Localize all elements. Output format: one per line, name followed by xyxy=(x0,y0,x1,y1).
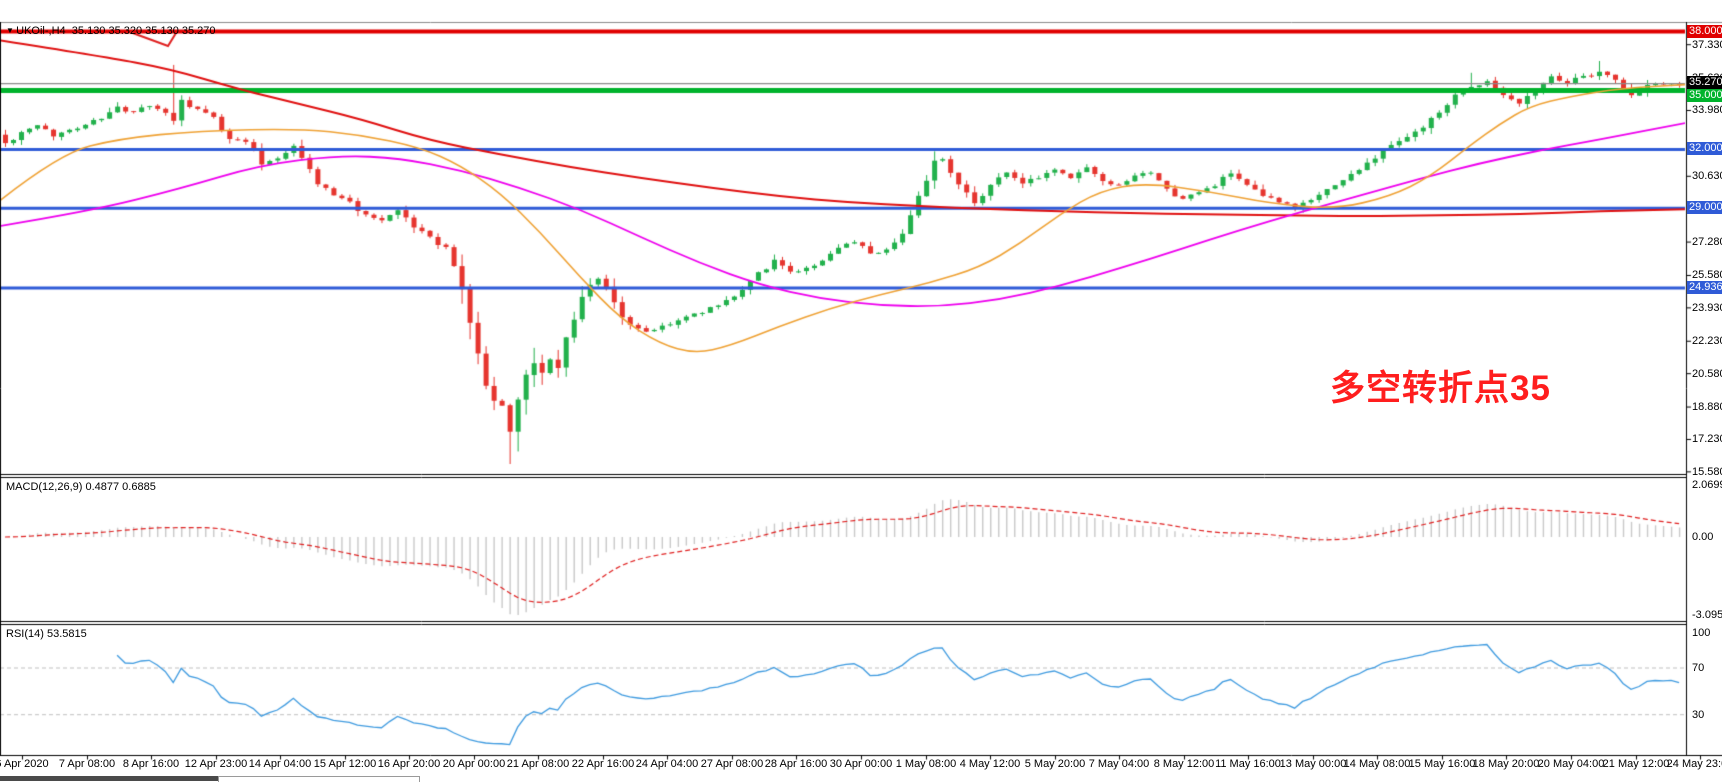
price-tick-22.230[interactable]: 22.230 xyxy=(1692,335,1722,348)
date-label-21[interactable]: 14 May 08:00 xyxy=(1343,758,1411,770)
symbol-dropdown-icon[interactable]: ▼ xyxy=(6,26,17,35)
date-label-15[interactable]: 4 May 12:00 xyxy=(959,758,1021,770)
date-label-25[interactable]: 21 May 12:00 xyxy=(1602,758,1670,770)
hline-price-tag-35.000: 35.000 xyxy=(1687,89,1722,103)
price-tick-33.980[interactable]: 33.980 xyxy=(1692,104,1722,117)
macd-axis-2.0699[interactable]: 2.0699 xyxy=(1692,478,1722,491)
h-scrollbar-thumb[interactable] xyxy=(0,776,218,781)
date-label-7[interactable]: 20 Apr 00:00 xyxy=(442,758,506,770)
price-tick-23.930[interactable]: 23.930 xyxy=(1692,301,1722,314)
macd-indicator-label: MACD(12,26,9) 0.4877 0.6885 xyxy=(6,481,156,493)
bid-price-tag: 35.270 xyxy=(1687,76,1722,90)
price-tick-25.580[interactable]: 25.580 xyxy=(1692,269,1722,282)
date-label-17[interactable]: 7 May 04:00 xyxy=(1088,758,1150,770)
price-tick-37.330[interactable]: 37.330 xyxy=(1692,38,1722,51)
rsi-axis-100[interactable]: 100 xyxy=(1692,627,1711,639)
chart-title: ▼ UKOil-,H4 35.130 35.320 35.130 35.270 xyxy=(6,25,216,37)
price-tick-20.580[interactable]: 20.580 xyxy=(1692,367,1722,380)
date-label-10[interactable]: 24 Apr 04:00 xyxy=(635,758,699,770)
date-label-19[interactable]: 11 May 16:00 xyxy=(1215,758,1281,770)
h-scrollbar-track[interactable] xyxy=(218,776,420,782)
price-tick-17.230[interactable]: 17.230 xyxy=(1692,433,1722,446)
date-label-18[interactable]: 8 May 12:00 xyxy=(1153,758,1215,770)
date-label-0[interactable]: 6 Apr 2020 xyxy=(0,758,49,770)
rsi-axis-30[interactable]: 30 xyxy=(1692,708,1705,721)
symbol-period-label: UKOil-,H4 xyxy=(16,25,66,37)
date-label-24[interactable]: 20 May 04:00 xyxy=(1537,758,1605,770)
date-label-13[interactable]: 30 Apr 00:00 xyxy=(829,758,893,770)
date-label-3[interactable]: 12 Apr 23:00 xyxy=(184,758,248,770)
date-label-6[interactable]: 16 Apr 20:00 xyxy=(377,758,441,770)
rsi-axis-70[interactable]: 70 xyxy=(1692,662,1705,674)
macd-axis-0.00[interactable]: 0.00 xyxy=(1692,531,1714,543)
date-label-16[interactable]: 5 May 20:00 xyxy=(1024,758,1086,770)
date-label-2[interactable]: 8 Apr 16:00 xyxy=(122,758,180,770)
hline-price-tag-24.936: 24.936 xyxy=(1687,281,1722,295)
date-label-4[interactable]: 14 Apr 04:00 xyxy=(248,758,312,770)
date-label-23[interactable]: 18 May 20:00 xyxy=(1472,758,1540,770)
date-label-12[interactable]: 28 Apr 16:00 xyxy=(764,758,828,770)
hline-price-tag-38.000: 38.000 xyxy=(1687,24,1722,38)
ohlc-values: 35.130 35.320 35.130 35.270 xyxy=(71,25,216,37)
date-label-8[interactable]: 21 Apr 08:00 xyxy=(506,758,570,770)
rsi-indicator-label: RSI(14) 53.5815 xyxy=(6,628,87,640)
date-label-26[interactable]: 24 May 23:00 xyxy=(1666,758,1722,770)
date-label-5[interactable]: 15 Apr 12:00 xyxy=(313,758,377,770)
date-label-1[interactable]: 7 Apr 08:00 xyxy=(58,758,116,770)
hline-price-tag-32.000: 32.000 xyxy=(1687,142,1722,156)
price-tick-27.280[interactable]: 27.280 xyxy=(1692,236,1722,249)
price-tick-30.630[interactable]: 30.630 xyxy=(1692,170,1722,183)
hline-price-tag-29.000: 29.000 xyxy=(1687,201,1722,215)
date-label-11[interactable]: 27 Apr 08:00 xyxy=(700,758,764,770)
date-label-22[interactable]: 15 May 16:00 xyxy=(1408,758,1476,770)
date-label-14[interactable]: 1 May 08:00 xyxy=(895,758,957,770)
chinese-annotation: 多空转折点35 xyxy=(1330,369,1551,408)
date-label-9[interactable]: 22 Apr 16:00 xyxy=(571,758,635,770)
price-tick-15.580[interactable]: 15.580 xyxy=(1692,465,1722,478)
date-label-20[interactable]: 13 May 00:00 xyxy=(1279,758,1347,770)
price-tick-18.880[interactable]: 18.880 xyxy=(1692,401,1722,414)
